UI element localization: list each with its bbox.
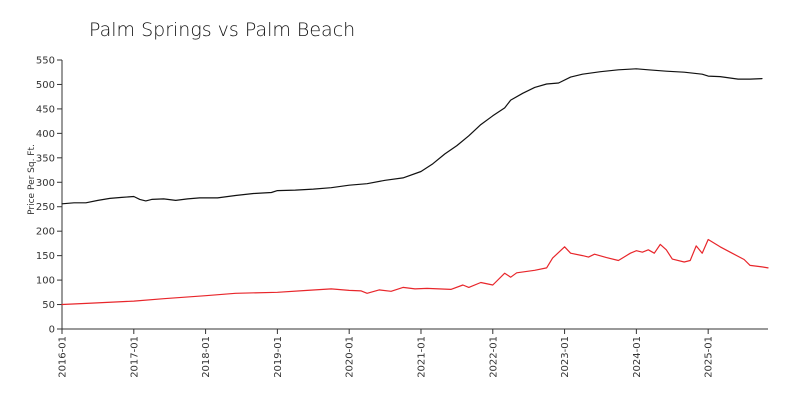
y-tick-label: 400 bbox=[36, 129, 55, 140]
y-axis: 0 50 100 150 200 250 300 350 400 450 500 550 bbox=[36, 56, 63, 336]
x-tick-label: 2025-01 bbox=[704, 336, 715, 378]
series-line-1 bbox=[61, 68, 763, 205]
chart-title: Palm Springs vs Palm Beach bbox=[89, 19, 355, 41]
x-axis: 2016-01 2017-01 2018-01 2019-01 2020-01 2021-… bbox=[58, 328, 768, 378]
y-tick-label: 550 bbox=[36, 56, 55, 67]
y-tick-label: 50 bbox=[42, 300, 55, 311]
x-tick-label: 2017-01 bbox=[129, 336, 140, 378]
y-axis-label: Price Per Sq. Ft. bbox=[27, 144, 37, 215]
x-tick-label: 2023-01 bbox=[560, 336, 571, 378]
x-tick-label: 2020-01 bbox=[345, 336, 356, 378]
x-tick-label: 2022-01 bbox=[488, 336, 499, 378]
x-tick-label: 2021-01 bbox=[416, 336, 427, 378]
y-tick-label: 150 bbox=[36, 251, 55, 262]
y-tick-label: 350 bbox=[36, 153, 55, 164]
y-tick-label: 0 bbox=[49, 325, 55, 336]
x-tick-label: 2018-01 bbox=[201, 336, 212, 378]
y-tick-label: 500 bbox=[36, 80, 55, 91]
x-tick-label: 2024-01 bbox=[632, 336, 643, 378]
y-tick-label: 450 bbox=[36, 104, 55, 115]
y-tick-label: 250 bbox=[36, 202, 55, 213]
series-line-2 bbox=[61, 238, 769, 306]
y-tick-label: 100 bbox=[36, 276, 55, 287]
x-tick-label: 2016-01 bbox=[58, 336, 69, 378]
y-tick-label: 200 bbox=[36, 227, 55, 238]
series-layer bbox=[61, 68, 769, 306]
x-tick-label: 2019-01 bbox=[273, 336, 284, 378]
y-tick-label: 300 bbox=[36, 178, 55, 189]
